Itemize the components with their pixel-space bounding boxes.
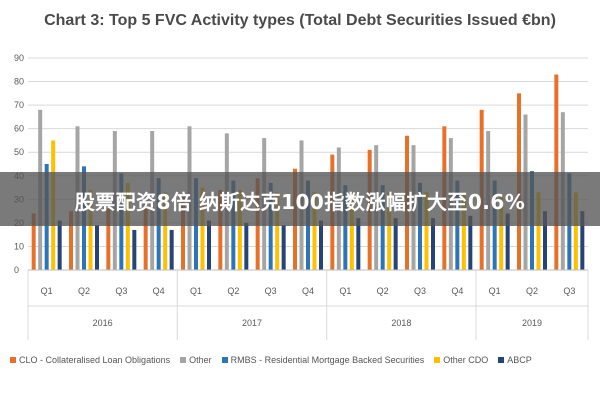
bar-abcp-9 [393,218,398,270]
x-tick-label: Q4 [451,286,463,296]
x-tick-label: Q1 [41,286,53,296]
bar-abcp-0 [57,220,62,270]
bar-abcp-14 [580,211,585,270]
bar-other-12 [499,194,504,270]
bar-clo-0 [31,213,36,270]
bar-abcp-3 [169,229,174,270]
bar-other-6 [275,192,280,270]
chart-legend: CLO - Collateralised Loan Obligations Oth… [10,352,595,368]
bar-abcp-8 [356,218,361,270]
x-tick-label: Q2 [377,286,389,296]
y-tick-label: 90 [14,53,24,63]
year-label: 2016 [93,318,113,328]
bar-other-5 [237,189,242,270]
bar-other-1 [88,189,93,270]
legend-label: ABCP [507,355,532,365]
chart-title: Chart 3: Top 5 FVC Activity types (Total… [44,12,556,29]
bar-abcp-11 [468,215,473,270]
legend-swatch [10,357,16,363]
bar-abcp-1 [95,225,99,270]
bar-clo-3 [143,199,148,270]
legend-item: Other [180,355,212,365]
x-tick-label: Q3 [115,286,127,296]
overlay-caption: 股票配资8倍 纳斯达克100指数涨幅扩大至0.6% [74,190,526,214]
legend-label: CLO - Collateralised Loan Obligations [19,355,171,365]
bar-other-7 [312,192,317,270]
bar-abcp-4 [207,220,211,270]
overlay-banner [0,172,600,226]
y-tick-label: 70 [14,100,24,110]
legend-swatch [180,357,187,363]
bar-clo-5 [218,189,223,270]
x-tick-label: Q3 [414,286,426,296]
x-tick-label: Q2 [227,286,239,296]
x-tick-label: Q2 [526,286,538,296]
x-tick-label: Q1 [489,286,501,296]
x-tick-label: Q3 [563,286,575,296]
bar-other-2 [125,182,130,270]
year-label: 2018 [391,318,411,328]
legend-label: Other [189,355,212,365]
bar-other-14 [573,192,578,270]
legend-item: CLO - Collateralised Loan Obligations [10,355,170,365]
y-tick-label: 60 [14,124,24,134]
bar-rmbs-8 [343,185,348,270]
legend-swatch [221,357,228,363]
bar-abcp-7 [319,220,323,270]
bar-other-11 [461,194,466,270]
legend-label: RMBS - Residential Mortgage Backed Secur… [230,355,425,365]
y-tick-label: 10 [14,241,24,251]
legend-swatch [498,357,505,363]
bar-abcp-2 [132,229,137,270]
x-tick-label: Q1 [339,286,351,296]
bar-other-10 [424,192,429,270]
y-tick-label: 80 [14,77,24,87]
y-tick-label: 0 [14,265,19,275]
bar-abcp-13 [543,211,547,270]
bar-rmbs-6 [268,182,273,270]
bar-clo-1 [69,211,73,270]
bar-abcp-6 [281,225,286,270]
legend-swatch [434,357,441,363]
legend-item: RMBS - Residential Mortgage Backed Secur… [221,355,425,365]
x-tick-label: Q4 [302,286,314,296]
x-tick-label: Q3 [265,286,277,296]
year-label: 2017 [242,318,262,328]
bar-other-4 [200,187,205,270]
bar-abcp-10 [431,218,435,270]
y-tick-label: 50 [14,147,24,157]
bar-clo-4 [181,194,185,270]
bar-other-9 [387,192,392,270]
x-tick-label: Q1 [190,286,202,296]
year-label: 2019 [522,318,542,328]
bar-abcp-5 [244,222,249,270]
bar-abcp-12 [505,213,510,270]
bar-rmbs-9 [380,185,385,270]
bar-rmbs-10 [418,182,422,270]
bar-other-3 [163,192,168,270]
bar-clo-2 [106,208,111,270]
legend-item: Other CDO [434,355,488,365]
legend-item: ABCP [498,355,532,365]
x-tick-label: Q4 [153,286,165,296]
bar-other-8 [349,194,354,270]
legend-label: Other CDO [443,355,489,365]
bar-other-13 [536,192,541,270]
x-tick-label: Q2 [78,286,90,296]
